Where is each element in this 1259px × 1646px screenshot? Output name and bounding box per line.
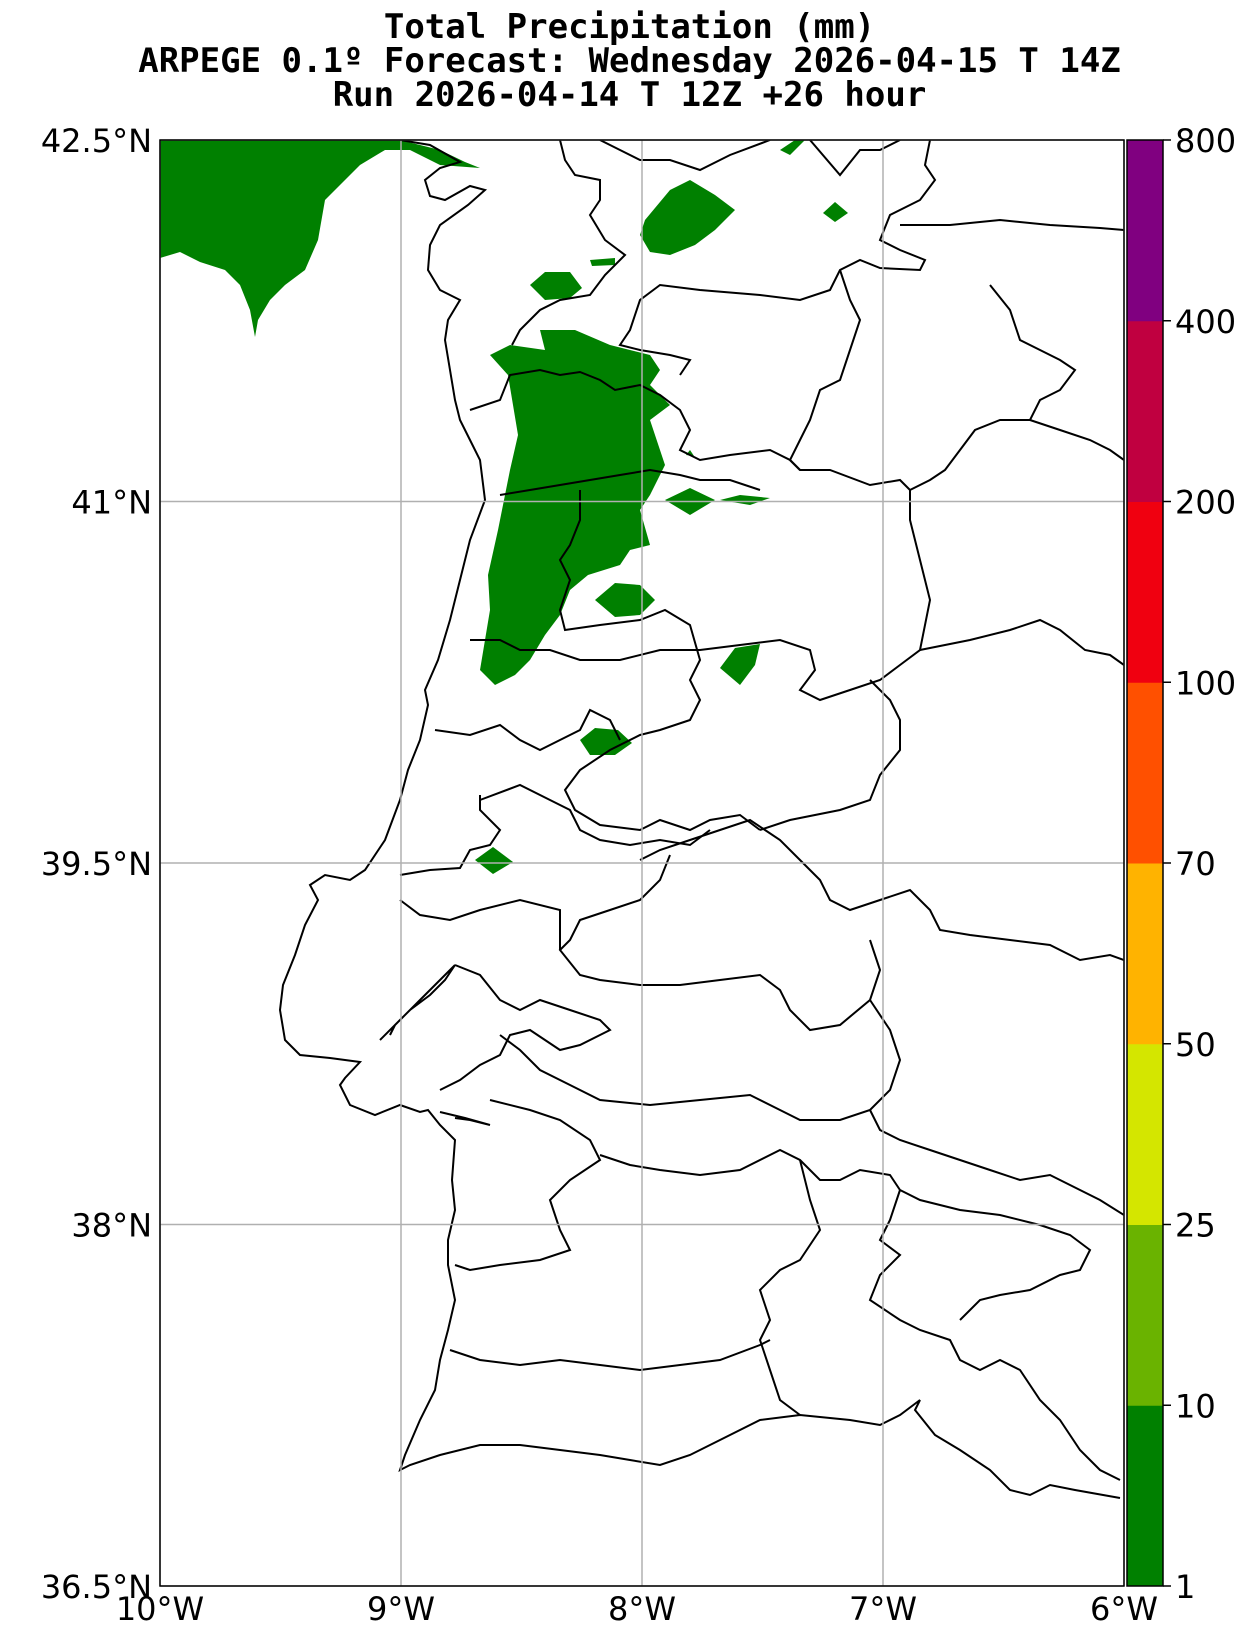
border-east-5	[1029, 419, 1124, 461]
title-line-3: Run 2026-04-14 T 12Z +26 hour	[332, 75, 927, 115]
precip-area-north-3	[780, 140, 805, 155]
colorbar-label: 400	[1175, 303, 1236, 341]
precip-area-center-1	[595, 583, 655, 617]
border-center-5	[434, 708, 621, 752]
colorbar-label: 50	[1175, 1026, 1216, 1064]
colorbar-label: 100	[1175, 664, 1236, 702]
colorbar: 1 10 25 50 70 100 200 400 800	[1126, 122, 1236, 1606]
border-south-5	[758, 1159, 822, 1416]
y-tick-label: 39.5°N	[41, 845, 152, 883]
y-tick-label: 41°N	[71, 484, 152, 522]
border-south-2	[499, 999, 902, 1121]
border-east-1	[618, 140, 937, 376]
y-tick-label: 36.5°N	[41, 1568, 152, 1606]
border-center-6	[759, 679, 901, 831]
border-south-7	[868, 1189, 1121, 1481]
colorbar-label: 800	[1175, 122, 1236, 160]
colorbar-segment	[1127, 1224, 1163, 1406]
colorbar-segment	[1127, 501, 1163, 683]
precip-area-center-3	[580, 728, 632, 755]
border-center-1	[469, 368, 801, 471]
colorbar-label: 1	[1175, 1568, 1195, 1606]
precip-area-main	[480, 330, 670, 685]
border-north-minho	[511, 140, 627, 346]
colorbar-label: 70	[1175, 845, 1216, 883]
border-east-2	[900, 218, 1124, 231]
colorbar-label: 10	[1175, 1387, 1216, 1425]
title-line-2: ARPEGE 0.1º Forecast: Wednesday 2026-04-…	[138, 41, 1121, 81]
colorbar-segment	[1127, 1405, 1163, 1587]
precip-area-nw-sea	[160, 140, 480, 337]
border-east-7	[869, 1109, 1124, 1216]
border-east-3	[788, 269, 911, 491]
border-center-4	[470, 490, 932, 702]
border-south-1	[439, 964, 612, 1091]
border-south-4	[599, 1148, 1092, 1321]
precip-area-north-1	[640, 180, 735, 255]
colorbar-label: 25	[1175, 1207, 1216, 1245]
colorbar-label: 200	[1175, 484, 1236, 522]
colorbar-segment	[1127, 140, 1163, 322]
map-title: Total Precipitation (mm) ARPEGE 0.1º For…	[0, 10, 1259, 112]
border-center-3	[558, 490, 761, 832]
coastline-west	[278, 140, 1121, 1499]
border-south-3	[454, 1099, 602, 1272]
precipitation-layer	[160, 140, 848, 874]
border-center-10	[558, 854, 882, 1032]
colorbar-segment	[1127, 1043, 1163, 1225]
x-tick-label: 8°W	[608, 1590, 676, 1628]
border-center-11	[399, 898, 561, 950]
border-center-2	[499, 468, 761, 496]
colorbar-segment	[1127, 863, 1163, 1045]
y-tick-label: 42.5°N	[41, 122, 152, 160]
coastline-borders	[278, 140, 1124, 1499]
border-spain-north	[809, 140, 901, 177]
colorbar-segment	[1127, 320, 1163, 502]
border-east-4	[909, 284, 1077, 491]
precip-area-north-4	[590, 258, 615, 266]
precip-area-center-2	[720, 644, 760, 685]
title-line-1: Total Precipitation (mm)	[383, 7, 876, 47]
border-center-9	[639, 818, 1124, 962]
estuary-tagus	[379, 964, 456, 1041]
border-center-8	[399, 795, 502, 876]
colorbar-segment	[1127, 682, 1163, 864]
border-south-6	[449, 1339, 771, 1372]
x-tick-label: 7°W	[849, 1590, 917, 1628]
estuary-sado	[439, 1111, 491, 1126]
border-galicia-portugal	[599, 140, 771, 172]
precip-area-north-5	[530, 272, 582, 300]
precip-area-north-2	[823, 202, 848, 222]
y-tick-label: 38°N	[71, 1207, 152, 1245]
x-tick-label: 9°W	[367, 1590, 435, 1628]
precip-area-east-2	[720, 495, 770, 505]
axis-tick-labels: 10°W 9°W 8°W 7°W 6°W 42.5°N 41°N 39.5°N 38°N 36.5…	[41, 122, 1158, 1628]
map-frame	[159, 139, 1125, 1587]
border-east-6	[919, 618, 1124, 666]
x-tick-label: 6°W	[1090, 1590, 1158, 1628]
border-center-7	[479, 783, 711, 847]
precip-area-south-1	[475, 847, 513, 874]
x-tick-label: 10°W	[116, 1590, 204, 1628]
